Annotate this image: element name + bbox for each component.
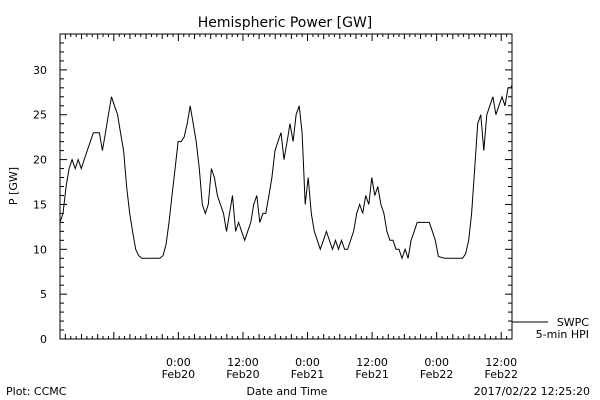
y-axis: 0 5 10 15 20 25 30	[33, 33, 512, 346]
series-line	[60, 83, 512, 260]
plot-credit: Plot: CCMC	[6, 385, 67, 398]
legend-label-1: SWPC	[557, 316, 589, 329]
x-tick-label-time: 12:00	[356, 356, 388, 369]
x-axis: 0:00Feb2012:00Feb200:00Feb2112:00Feb210:…	[59, 34, 518, 381]
x-tick-label-date: Feb20	[162, 368, 195, 381]
y-tick-label: 15	[33, 198, 47, 211]
x-tick-label-time: 0:00	[424, 356, 449, 369]
plot-timestamp: 2017/02/22 12:25:20	[474, 385, 590, 398]
x-tick-label-time: 0:00	[166, 356, 191, 369]
y-axis-label: P [GW]	[7, 167, 20, 205]
x-tick-label-time: 12:00	[227, 356, 259, 369]
x-tick-label-time: 12:00	[485, 356, 517, 369]
y-tick-label: 0	[40, 333, 47, 346]
plot-frame	[59, 33, 513, 340]
y-tick-label: 25	[33, 109, 47, 122]
y-tick-label: 20	[33, 154, 47, 167]
chart-title: Hemispheric Power [GW]	[198, 15, 373, 31]
x-tick-label-date: Feb20	[226, 368, 259, 381]
legend: SWPC 5-min HPI	[512, 316, 589, 341]
y-tick-label: 5	[40, 288, 47, 301]
x-tick-label-date: Feb22	[484, 368, 517, 381]
x-tick-label-time: 0:00	[295, 356, 320, 369]
x-axis-label: Date and Time	[247, 385, 328, 398]
y-tick-label: 10	[33, 243, 47, 256]
x-tick-label-date: Feb21	[291, 368, 324, 381]
legend-label-2: 5-min HPI	[536, 328, 589, 341]
series-group	[60, 83, 512, 260]
x-tick-label-date: Feb22	[420, 368, 453, 381]
x-tick-label-date: Feb21	[355, 368, 388, 381]
y-tick-label: 30	[33, 64, 47, 77]
